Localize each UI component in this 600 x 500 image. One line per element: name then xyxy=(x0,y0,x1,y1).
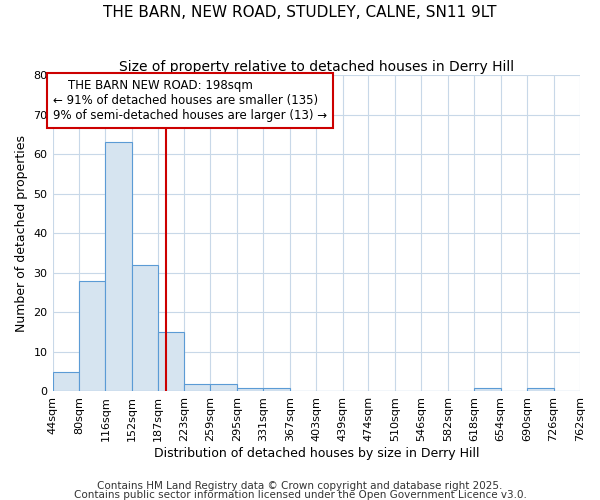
Bar xyxy=(53,372,79,392)
Bar xyxy=(527,388,554,392)
Text: THE BARN, NEW ROAD, STUDLEY, CALNE, SN11 9LT: THE BARN, NEW ROAD, STUDLEY, CALNE, SN11… xyxy=(103,5,497,20)
Bar xyxy=(237,388,263,392)
Bar xyxy=(474,388,500,392)
Text: THE BARN NEW ROAD: 198sqm
← 91% of detached houses are smaller (135)
9% of semi-: THE BARN NEW ROAD: 198sqm ← 91% of detac… xyxy=(53,79,328,122)
Bar xyxy=(184,384,211,392)
X-axis label: Distribution of detached houses by size in Derry Hill: Distribution of detached houses by size … xyxy=(154,447,479,460)
Text: Contains public sector information licensed under the Open Government Licence v3: Contains public sector information licen… xyxy=(74,490,526,500)
Text: Contains HM Land Registry data © Crown copyright and database right 2025.: Contains HM Land Registry data © Crown c… xyxy=(97,481,503,491)
Bar xyxy=(263,388,290,392)
Bar xyxy=(132,265,158,392)
Bar xyxy=(158,332,184,392)
Title: Size of property relative to detached houses in Derry Hill: Size of property relative to detached ho… xyxy=(119,60,514,74)
Y-axis label: Number of detached properties: Number of detached properties xyxy=(15,135,28,332)
Bar xyxy=(106,142,132,392)
Bar xyxy=(79,281,106,392)
Bar xyxy=(211,384,237,392)
